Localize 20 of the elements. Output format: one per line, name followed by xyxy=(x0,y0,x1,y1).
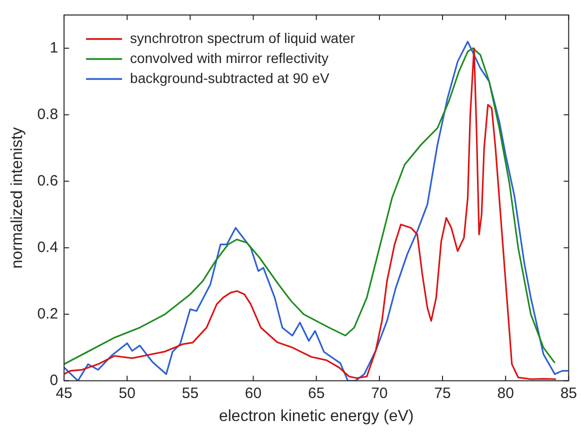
x-tick-label: 65 xyxy=(308,384,325,402)
x-tick-label: 80 xyxy=(497,384,514,402)
x-axis-title: electron kinetic energy (eV) xyxy=(218,408,414,425)
legend-label: background-subtracted at 90 eV xyxy=(130,70,330,86)
y-tick-label: 0.6 xyxy=(37,172,58,190)
y-tick-label: 0.2 xyxy=(37,305,58,322)
legend-label: synchrotron spectrum of liquid water xyxy=(130,30,356,46)
y-tick-label: 0.4 xyxy=(37,238,58,256)
y-axis-title: normalized intenisty xyxy=(9,127,26,269)
x-tick-label: 75 xyxy=(434,384,451,402)
x-tick-label: 60 xyxy=(244,384,262,402)
y-tick-label: 0 xyxy=(50,372,58,389)
y-tick-label: 1 xyxy=(50,39,58,56)
x-tick-label: 70 xyxy=(371,384,388,402)
x-tick-label: 50 xyxy=(118,384,136,402)
x-tick-label: 85 xyxy=(560,384,577,402)
y-tick-label: 0.8 xyxy=(37,106,58,123)
legend-label: convolved with mirror reflectivity xyxy=(130,50,328,66)
x-tick-label: 45 xyxy=(56,384,72,402)
x-tick-label: 55 xyxy=(182,384,199,402)
